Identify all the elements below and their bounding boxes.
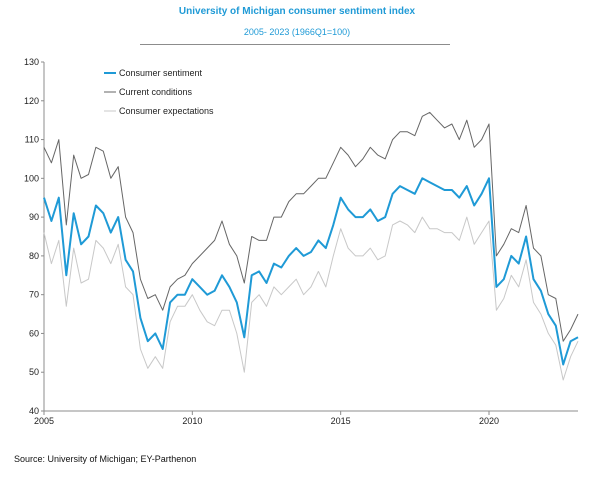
y-tick-label: 40 (29, 406, 39, 416)
y-tick-label: 50 (29, 367, 39, 377)
y-tick-label: 100 (24, 173, 39, 183)
x-tick-label: 2015 (331, 416, 351, 426)
legend: Consumer sentiment Current conditions Cons… (104, 68, 214, 116)
chart-subtitle: 2005- 2023 (1966Q1=100) (243, 27, 351, 37)
title-divider (140, 44, 450, 45)
series-line-3 (43, 216, 579, 381)
legend-label-2: Current conditions (119, 87, 193, 97)
series-layer (43, 111, 579, 381)
series-line-2 (43, 111, 579, 342)
x-tick-label: 2010 (182, 416, 202, 426)
y-tick-label: 90 (29, 212, 39, 222)
y-tick-label: 110 (25, 135, 39, 145)
legend-label-1: Consumer sentiment (119, 68, 203, 78)
y-tick-label: 60 (29, 328, 39, 338)
y-tick-label: 80 (29, 251, 39, 261)
source-note: Source: University of Michigan; EY-Parth… (14, 454, 197, 464)
y-tick-label: 120 (24, 96, 39, 106)
y-tick-label: 130 (24, 57, 39, 67)
y-tick-label: 70 (29, 290, 39, 300)
series-line-1 (43, 177, 579, 366)
x-tick-label: 2020 (479, 416, 499, 426)
chart-title: University of Michigan consumer sentimen… (178, 6, 416, 17)
legend-label-3: Consumer expectations (119, 106, 214, 116)
x-tick-label: 2005 (34, 416, 54, 426)
axes: 40 50 60 70 80 90 100 110 120 130 2005 2010 2015 2020 (24, 57, 578, 426)
